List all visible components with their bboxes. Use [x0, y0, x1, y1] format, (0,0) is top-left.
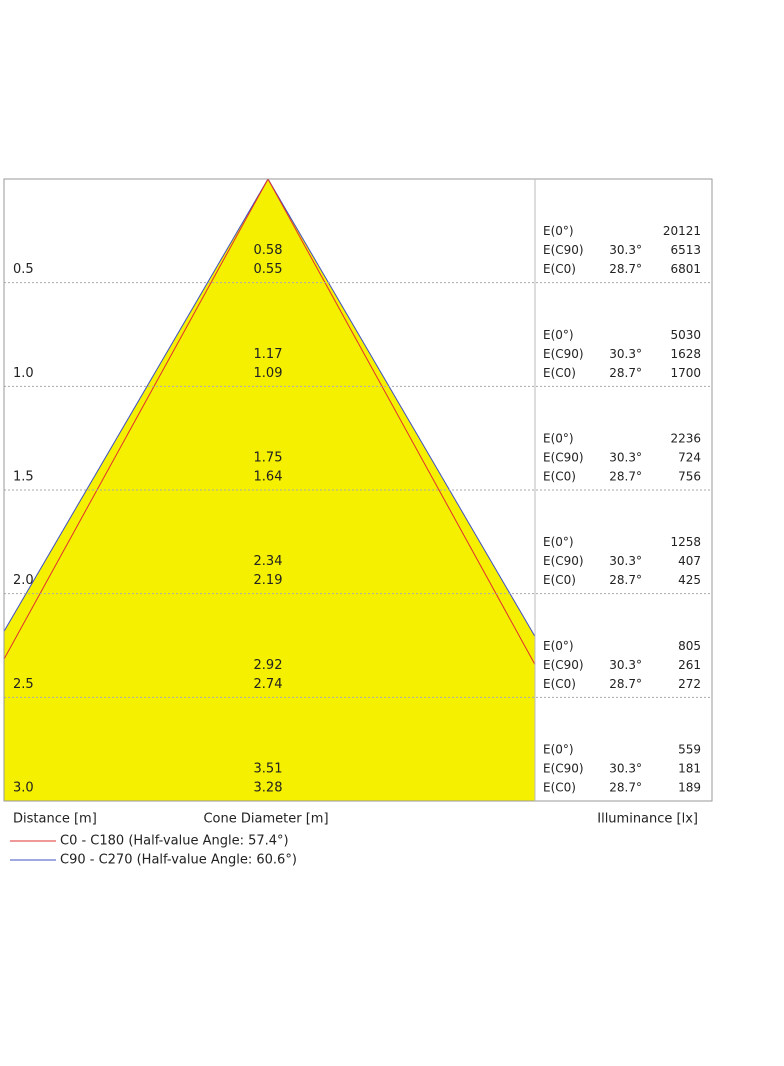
frame: [3, 178, 713, 802]
grid: [4, 282, 712, 698]
illuminance-value: 261: [678, 658, 701, 672]
illuminance-label: E(0°): [543, 743, 574, 757]
illuminance-value: 559: [678, 743, 701, 757]
cone-diameter: 2.34: [254, 554, 283, 569]
distance: 2.5: [13, 677, 34, 692]
legend: C0 - C180 (Half-value Angle: 57.4°) C90 -…: [10, 834, 297, 868]
illuminance-label: E(C90): [543, 554, 584, 568]
illuminance-label: E(0°): [543, 535, 574, 549]
illuminance-label: E(0°): [543, 639, 574, 653]
illuminance-angle: 28.7°: [609, 573, 642, 587]
illuminance-value: 6801: [670, 262, 701, 276]
illuminance-value: 2236: [670, 432, 701, 446]
illuminance-label: E(C90): [543, 347, 584, 361]
illuminance-value: 425: [678, 573, 701, 587]
distance: 0.5: [13, 262, 34, 277]
axis-label: Distance [m]: [13, 812, 97, 827]
cone-diameter: 0.58: [254, 243, 283, 258]
cone-diameter: 2.19: [254, 573, 283, 588]
illuminance-angle: 28.7°: [609, 781, 642, 795]
illuminance-value: 756: [678, 470, 701, 484]
illuminance-angle: 30.3°: [609, 554, 642, 568]
illuminance-label: E(0°): [543, 328, 574, 342]
cone-diameter: 1.09: [254, 366, 283, 381]
legend-entry: C90 - C270 (Half-value Angle: 60.6°): [60, 853, 297, 868]
illuminance-angle: 28.7°: [609, 262, 642, 276]
cone-diameter: 1.17: [254, 347, 283, 362]
axis-label: Illuminance [lx]: [597, 812, 698, 827]
illuminance-label: E(0°): [543, 432, 574, 446]
illuminance-angle: 30.3°: [609, 762, 642, 776]
distance: 3.0: [13, 781, 34, 796]
cone-diameter: 1.64: [254, 470, 283, 485]
illuminance-label: E(C0): [543, 262, 576, 276]
illuminance-label: E(C0): [543, 470, 576, 484]
illuminance-label: E(C90): [543, 451, 584, 465]
illuminance-angle: 30.3°: [609, 243, 642, 257]
illuminance-value: 407: [678, 554, 701, 568]
illuminance-value: 1258: [670, 535, 701, 549]
illuminance-angle: 28.7°: [609, 470, 642, 484]
illuminance-angle: 30.3°: [609, 347, 642, 361]
illuminance-value: 272: [678, 677, 701, 691]
illuminance-label: E(C0): [543, 366, 576, 380]
illuminance-value: 1700: [670, 366, 701, 380]
illuminance-label: E(0°): [543, 224, 574, 238]
illuminance-angle: 30.3°: [609, 658, 642, 672]
cone-diameter: 3.28: [254, 781, 283, 796]
distance: 1.0: [13, 366, 34, 381]
illuminance-label: E(C0): [543, 781, 576, 795]
cone-diameter: 0.55: [254, 262, 283, 277]
cone-diameter: 1.75: [254, 451, 283, 466]
illuminance-angle: 28.7°: [609, 677, 642, 691]
distance: 2.0: [13, 573, 34, 588]
illuminance-value: 724: [678, 451, 701, 465]
illuminance-label: E(C0): [543, 573, 576, 587]
illuminance-value: 20121: [663, 224, 701, 238]
distance: 1.5: [13, 470, 34, 485]
cone-diameter: 2.74: [254, 677, 283, 692]
cone-diameter: 2.92: [254, 658, 283, 673]
illuminance-label: E(C0): [543, 677, 576, 691]
illuminance-value: 805: [678, 639, 701, 653]
illuminance-label: E(C90): [543, 762, 584, 776]
legend-entry: C0 - C180 (Half-value Angle: 57.4°): [60, 834, 289, 849]
cone-diameter: 3.51: [254, 762, 283, 777]
illuminance-value: 1628: [670, 347, 701, 361]
illuminance-value: 189: [678, 781, 701, 795]
axis-label: Cone Diameter [m]: [203, 812, 328, 827]
rows: 0.5 0.58 0.55 E(0°) 20121 E(C90) 30.3° 6513 E(C0…: [13, 224, 701, 795]
illuminance-angle: 28.7°: [609, 366, 642, 380]
illuminance-label: E(C90): [543, 658, 584, 672]
illuminance-value: 181: [678, 762, 701, 776]
illuminance-value: 5030: [670, 328, 701, 342]
illuminance-value: 6513: [670, 243, 701, 257]
illuminance-label: E(C90): [543, 243, 584, 257]
illuminance-angle: 30.3°: [609, 451, 642, 465]
